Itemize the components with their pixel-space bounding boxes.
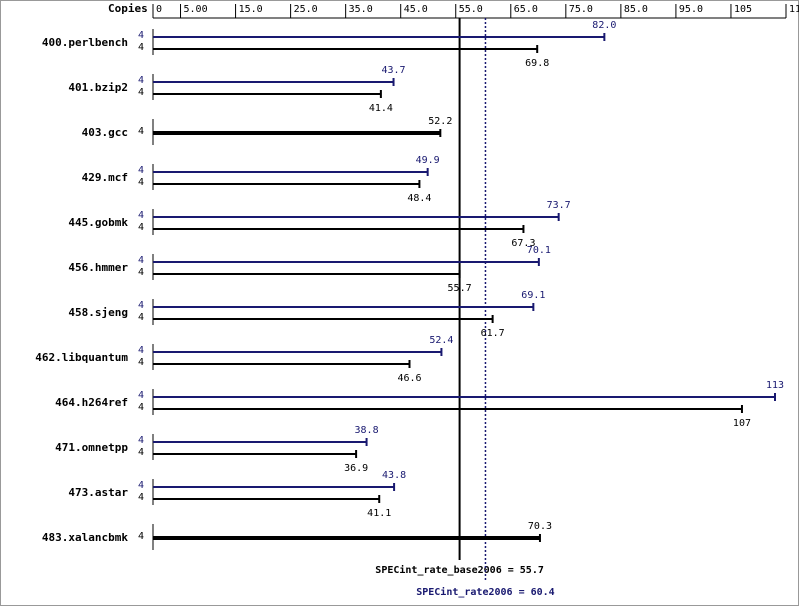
value-label: 49.9 [416, 155, 440, 166]
value-label: 67.3 [511, 238, 535, 249]
x-tick-label: 25.0 [294, 4, 318, 15]
value-label: 46.6 [397, 373, 421, 384]
copies-label: 4 [138, 402, 144, 413]
category-label: 458.sjeng [68, 306, 128, 319]
copies-label: 4 [138, 312, 144, 323]
copies-label: 4 [138, 30, 144, 41]
category-label: 462.libquantum [35, 351, 128, 364]
x-tick-label: 55.0 [459, 4, 483, 15]
value-label: 41.1 [367, 508, 391, 519]
category-label: 464.h264ref [55, 396, 128, 409]
value-label: 69.1 [521, 290, 545, 301]
copies-label: 4 [138, 531, 144, 542]
reference-label: SPECint_rate_base2006 = 55.7 [375, 564, 544, 576]
category-label: 471.omnetpp [55, 441, 128, 454]
x-tick-label: 5.00 [184, 4, 208, 15]
value-label: 38.8 [355, 425, 379, 436]
value-label: 61.7 [481, 328, 505, 339]
copies-label: 4 [138, 75, 144, 86]
copies-label: 4 [138, 87, 144, 98]
value-label: 43.7 [381, 65, 405, 76]
category-label: 483.xalancbmk [42, 531, 128, 544]
copies-label: 4 [138, 390, 144, 401]
copies-label: 4 [138, 345, 144, 356]
value-label: 41.4 [369, 103, 393, 114]
category-label: 400.perlbench [42, 36, 128, 49]
copies-label: 4 [138, 357, 144, 368]
value-label: 52.2 [428, 116, 452, 127]
category-label: 445.gobmk [68, 216, 128, 229]
copies-label: 4 [138, 255, 144, 266]
copies-label: 4 [138, 42, 144, 53]
x-tick-label: 75.0 [569, 4, 593, 15]
value-label: 70.3 [528, 521, 552, 532]
copies-label: 4 [138, 267, 144, 278]
category-label: 429.mcf [82, 171, 128, 184]
value-label: 70.1 [527, 245, 551, 256]
x-tick-label: 105 [734, 4, 752, 15]
copies-label: 4 [138, 222, 144, 233]
value-label: 55.7 [448, 283, 472, 294]
x-tick-label: 15.0 [239, 4, 263, 15]
category-label: 473.astar [68, 486, 128, 499]
copies-label: 4 [138, 480, 144, 491]
copies-label: 4 [138, 210, 144, 221]
value-label: 52.4 [429, 335, 453, 346]
reference-label: SPECint_rate2006 = 60.4 [416, 586, 554, 598]
value-label: 107 [733, 418, 751, 429]
x-tick-label: 115 [789, 4, 799, 15]
value-label: 43.8 [382, 470, 406, 481]
copies-label: 4 [138, 447, 144, 458]
copies-label: 4 [138, 177, 144, 188]
value-label: 69.8 [525, 58, 549, 69]
value-label: 73.7 [547, 200, 571, 211]
x-tick-label: 85.0 [624, 4, 648, 15]
copies-label: 4 [138, 126, 144, 137]
category-label: 403.gcc [82, 126, 128, 139]
category-label: 401.bzip2 [68, 81, 128, 94]
value-label: 82.0 [592, 20, 616, 31]
x-tick-label: 0 [156, 4, 162, 15]
x-tick-label: 35.0 [349, 4, 373, 15]
value-label: 48.4 [407, 193, 431, 204]
x-tick-label: 95.0 [679, 4, 703, 15]
x-tick-label: 65.0 [514, 4, 538, 15]
copies-label: 4 [138, 165, 144, 176]
x-tick-label: 45.0 [404, 4, 428, 15]
value-label: 113 [766, 380, 784, 391]
category-label: 456.hmmer [68, 261, 128, 274]
copies-label: 4 [138, 435, 144, 446]
copies-header: Copies [108, 2, 148, 15]
copies-label: 4 [138, 492, 144, 503]
copies-label: 4 [138, 300, 144, 311]
value-label: 36.9 [344, 463, 368, 474]
